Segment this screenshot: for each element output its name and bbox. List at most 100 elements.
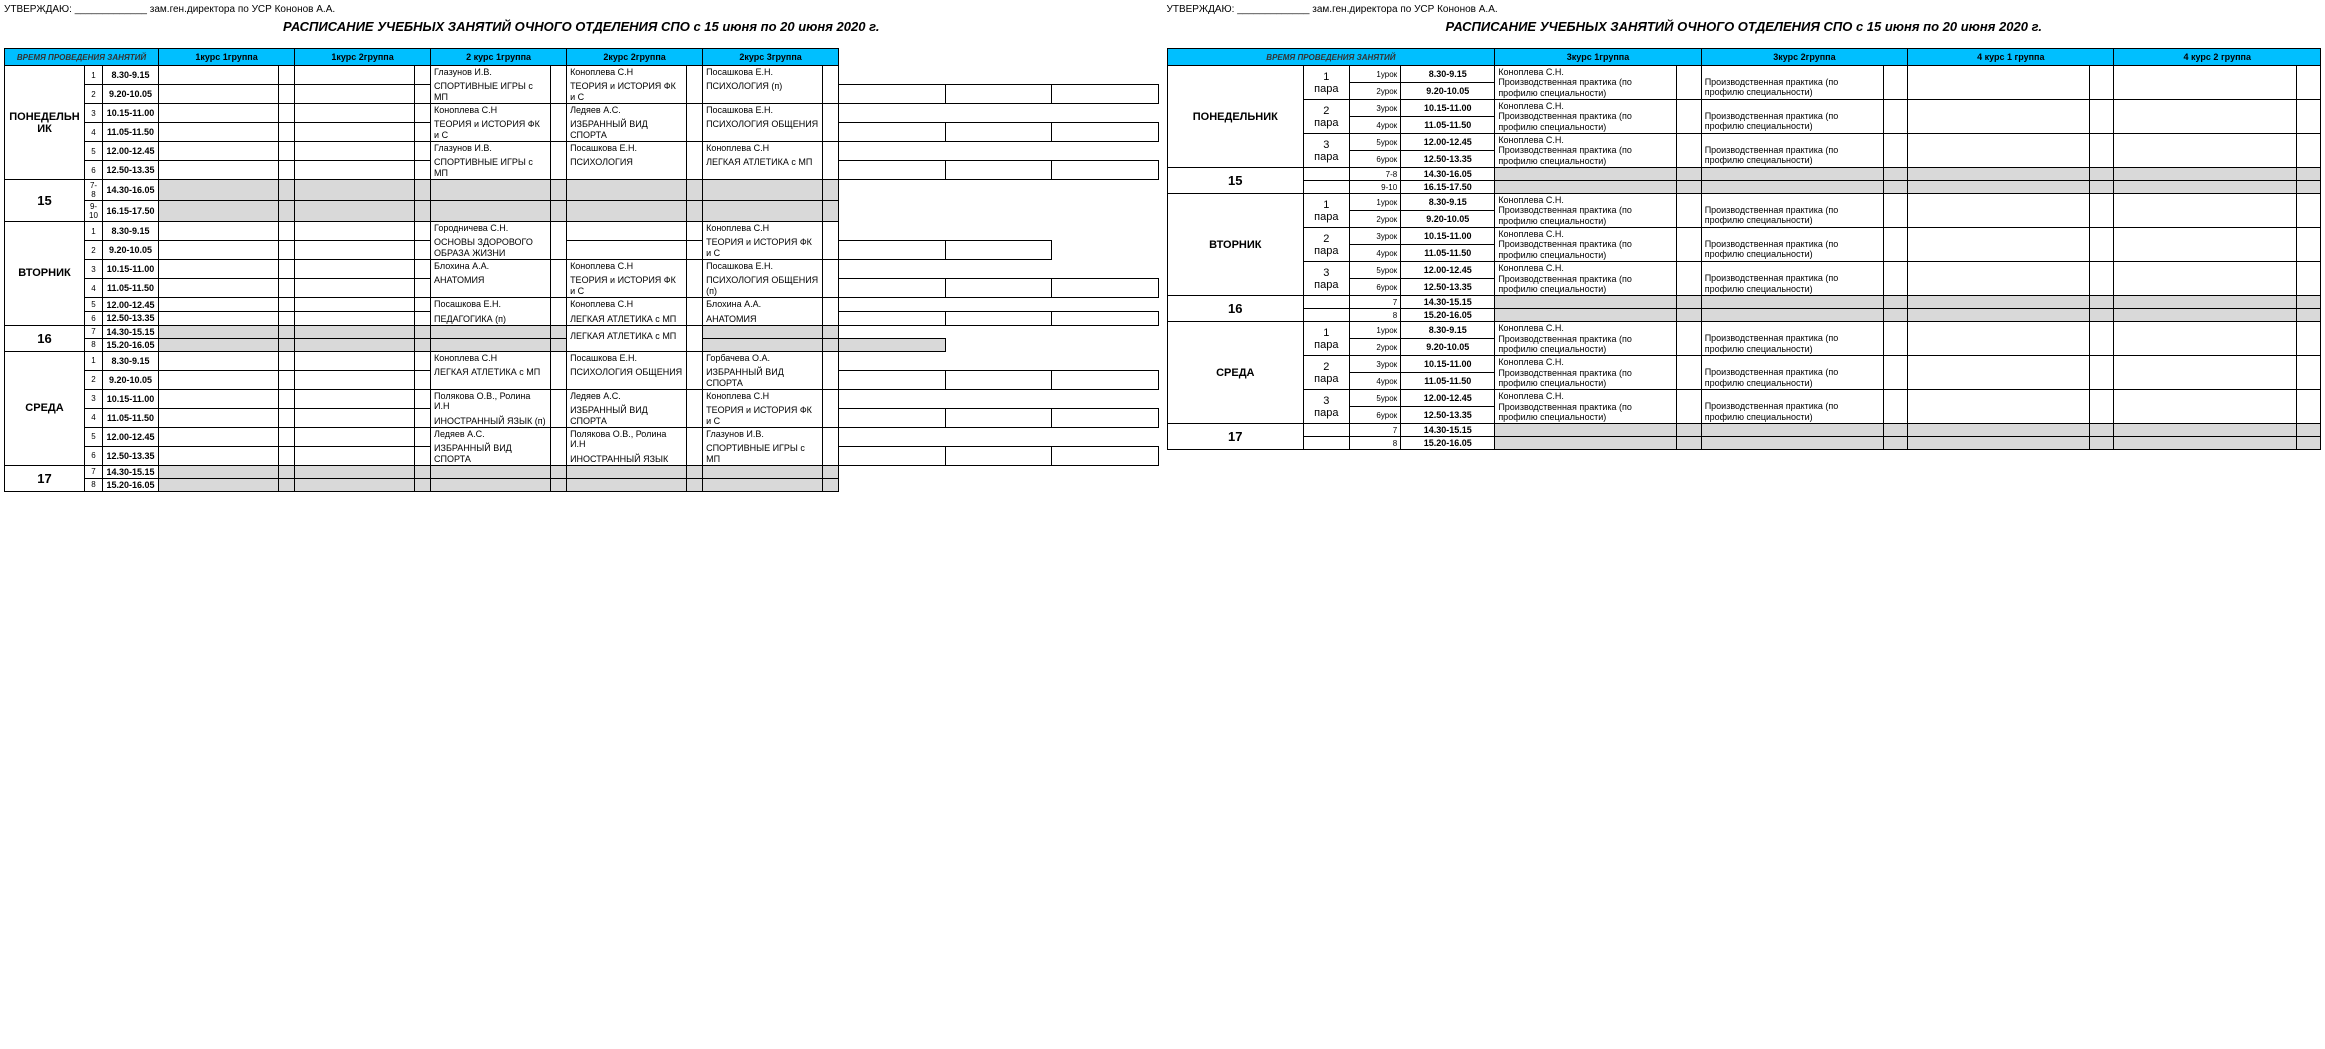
subject: ТЕОРИЯ и ИСТОРИЯ ФК и С [706,237,819,258]
urok-label: 4урок [1349,373,1401,390]
x-col [279,161,295,180]
x-col [279,478,295,491]
lesson-cell-empty [295,312,415,326]
lesson-cell: Коноплева С.НТЕОРИЯ и ИСТОРИЯ ФК и С [567,260,687,298]
lesson-time: 15.20-16.05 [103,478,159,491]
lesson-cell-empty [1495,296,1677,309]
lesson-cell-r: Коноплева С.Н.Производственная практика … [1495,228,1677,262]
x-col [279,279,295,298]
lesson-cell-empty [2114,168,2296,181]
lesson-time-r: 10.15-11.00 [1401,356,1495,373]
teacher: Посашкова Е.Н. [706,105,819,115]
x-col [945,408,1051,427]
x-col [839,338,945,351]
lesson-cell-r: Коноплева С.Н.Производственная практика … [1495,66,1677,100]
teacher: Коноплева С.Н. [1498,101,1673,111]
group-header-4: 2курс 3группа [703,49,839,66]
x-col [1883,181,1907,194]
lesson-time-r: 12.50-13.35 [1401,407,1495,424]
x-col [415,85,431,104]
lesson-time: 10.15-11.00 [103,260,159,279]
urok-label: 5урок [1349,134,1401,151]
lesson-cell-empty [687,241,703,260]
x-col [823,260,839,298]
teacher: Блохина А.А. [706,299,819,309]
lesson-cell-empty [2114,424,2296,437]
lesson-cell-empty [295,338,415,351]
lesson-cell-empty [1908,424,2090,437]
lesson-cell-empty [1495,181,1677,194]
lesson-cell-empty [159,201,279,222]
urok-label: 8 [1349,437,1401,450]
lesson-cell: Посашкова Е.Н.ПСИХОЛОГИЯ [567,142,687,180]
x-col [823,478,839,491]
lesson-time-r: 10.15-11.00 [1401,100,1495,117]
x-col [823,201,839,222]
x-col [2296,262,2320,296]
lesson-cell: Посашкова Е.Н.ПЕДАГОГИКА (п) [431,298,551,326]
x-col [1677,262,1701,296]
subject: Производственная практика (по профилю сп… [1498,274,1673,295]
lesson-time-r: 12.50-13.35 [1401,279,1495,296]
para-label: 1пара [1304,194,1350,228]
x-col [687,427,703,465]
right-schedule-panel: УТВЕРЖДАЮ: _____________ зам.ген.директо… [1167,4,2322,492]
subject: Производственная практика (по профилю сп… [1498,334,1673,355]
teacher: Посашкова Е.Н. [706,67,819,77]
x-col [279,351,295,370]
x-col [1883,390,1907,424]
urok-label: 1урок [1349,194,1401,211]
lesson-num: 4 [85,123,103,142]
x-col [687,465,703,478]
x-col [823,142,839,180]
x-col [415,123,431,142]
x-col [1052,279,1158,298]
x-col [1883,194,1907,228]
x-col [687,201,703,222]
x-col [823,351,839,389]
x-col [551,222,567,260]
approve-line-right: УТВЕРЖДАЮ: _____________ зам.ген.директо… [1167,4,2322,15]
x-col [1677,322,1701,356]
lesson-cell-empty [1908,296,2090,309]
approve-line-left: УТВЕРЖДАЮ: _____________ зам.ген.директо… [4,4,1159,15]
lesson-cell-empty [295,370,415,389]
subject: Производственная практика (по профилю сп… [1705,111,1880,132]
lesson-cell-empty [295,201,415,222]
x-col [551,478,567,491]
lesson-cell-empty [2114,194,2296,228]
para-label: 1пара [1304,322,1350,356]
lesson-cell-empty [295,260,415,279]
lesson-cell-r: Производственная практика (по профилю сп… [1701,390,1883,424]
para-empty [1304,437,1350,450]
lesson-num: 5 [85,298,103,312]
x-col [945,279,1051,298]
lesson-cell-empty [1908,437,2090,450]
x-col [551,298,567,326]
lesson-cell: Горбачева О.А.ИЗБРАННЫЙ ВИД СПОРТА [703,351,823,389]
para-empty [1304,168,1350,181]
x-col [1677,424,1701,437]
x-col [279,408,295,427]
lesson-cell-empty [431,201,551,222]
group-header-1: 1курс 2группа [295,49,431,66]
subject: Производственная практика (по профилю сп… [1498,77,1673,98]
lesson-cell-empty [295,478,415,491]
day-date-r2: 17 [1167,424,1304,450]
lesson-cell-empty [1908,181,2090,194]
lesson-cell-r: Производственная практика (по профилю сп… [1701,228,1883,262]
x-col [687,389,703,427]
lesson-cell-r: Коноплева С.Н.Производственная практика … [1495,100,1677,134]
x-col [1677,194,1701,228]
urok-label: 3урок [1349,100,1401,117]
lesson-cell-empty [703,325,823,338]
lesson-cell-r: Производственная практика (по профилю сп… [1701,66,1883,100]
lesson-time: 14.30-15.15 [103,465,159,478]
lesson-cell-empty [295,104,415,123]
x-col [823,465,839,478]
lesson-time: 12.50-13.35 [103,446,159,465]
x-col [2296,181,2320,194]
lesson-cell-empty [1908,100,2090,134]
subject: ЛЕГКАЯ АТЛЕТИКА с МП [570,331,683,341]
lesson-cell-empty [2114,181,2296,194]
